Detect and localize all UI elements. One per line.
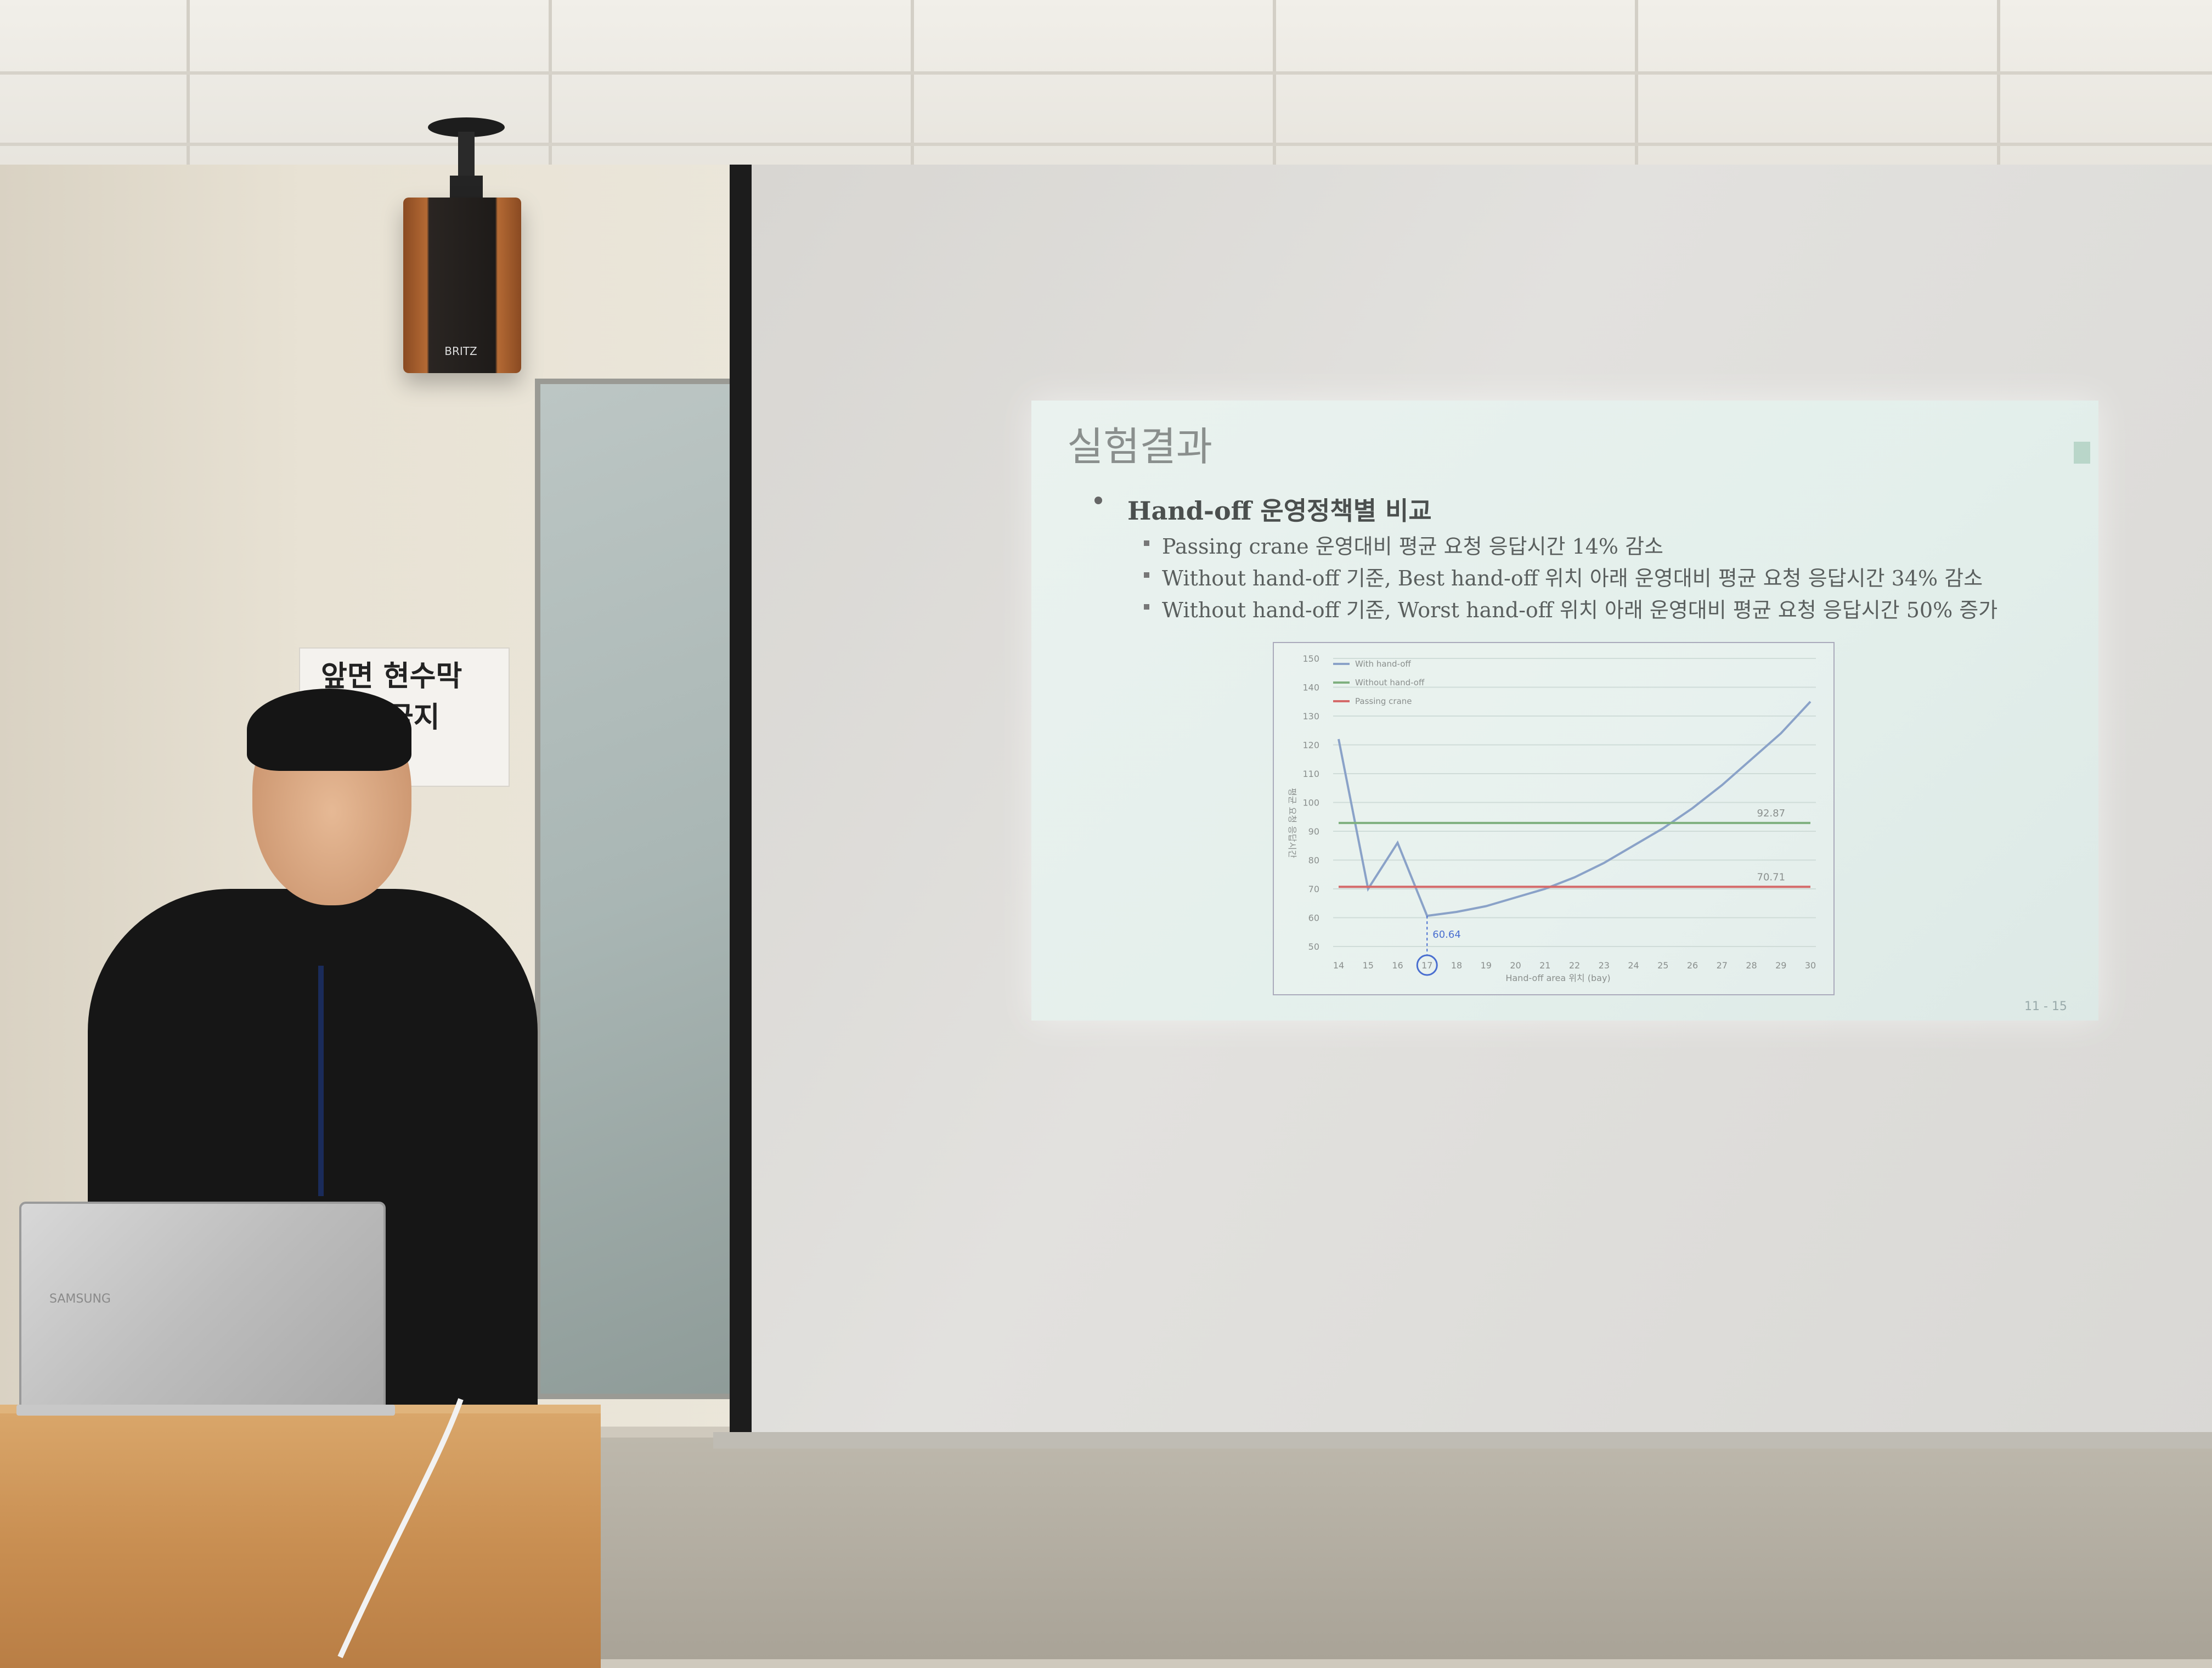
chart-x-axis-label: Hand-off area 위치 (bay)	[1505, 973, 1610, 983]
ceiling-tile-seam	[1273, 0, 1276, 225]
chart-x-tick-label: 16	[1392, 960, 1403, 971]
chart-x-tick-label: 23	[1599, 960, 1610, 971]
chart-y-tick-label: 100	[1302, 798, 1319, 808]
bullet-dot-icon	[1094, 497, 1102, 504]
chart-y-tick-label: 130	[1302, 711, 1319, 722]
presenter-hair	[247, 689, 411, 771]
chart-y-axis-label: 평균 요청 응답시간	[1287, 788, 1297, 858]
chart-x-tick-label: 27	[1717, 960, 1728, 971]
chart-legend-label: Without hand-off	[1355, 678, 1425, 688]
chart-y-tick-label: 110	[1302, 769, 1319, 779]
sub-bullet-square-icon	[1144, 540, 1149, 546]
speaker-mount	[428, 117, 505, 198]
laptop-brand-label: SAMSUNG	[49, 1292, 111, 1306]
chart-series	[1338, 701, 1812, 917]
chart-data-label: 92.87	[1757, 808, 1786, 819]
chart-y-tick-label: 70	[1308, 884, 1319, 894]
chart-y-ticks: 50 60 70 80 90 100 110 120 130 140 150	[1302, 653, 1319, 952]
chart-x-tick-label: 14	[1333, 960, 1344, 971]
chart-y-tick-label: 120	[1302, 740, 1319, 751]
chart-x-tick-label: 26	[1687, 960, 1698, 971]
chart-series-line	[1338, 701, 1812, 917]
chart-annotations: 92.87 70.71 60.64	[1416, 808, 1786, 976]
wooden-podium	[0, 1405, 601, 1668]
chart-x-tick-label: 22	[1569, 960, 1580, 971]
chart-y-tick-label: 150	[1302, 653, 1319, 664]
charging-cable	[337, 1398, 464, 1659]
lower-wall	[576, 1438, 2212, 1659]
wall-sign-line-1: 앞면 현수막	[321, 660, 462, 693]
chart-x-tick-label: 20	[1510, 960, 1521, 971]
laptop-base	[16, 1405, 395, 1416]
slide-sub-bullet: Without hand-off 기준, Worst hand-off 위치 아…	[1162, 598, 1998, 622]
ceiling-tile-seam	[1997, 0, 2000, 225]
chart-x-tick-label: 28	[1746, 960, 1757, 971]
laptop-lid	[19, 1202, 386, 1415]
chart-x-tick-label: 17	[1421, 960, 1432, 971]
chart-x-tick-label: 29	[1775, 960, 1786, 971]
chart-x-ticks: 14 15 16 17 18 19 20 21 22 23 24 25 26 27 28 29 30	[1333, 960, 1816, 971]
chart-data-label: 70.71	[1757, 871, 1786, 883]
chart-x-tick-label: 19	[1481, 960, 1492, 971]
chart-legend-label: With hand-off	[1355, 659, 1411, 669]
chart-x-tick-label: 30	[1805, 960, 1816, 971]
slide-sub-bullet: Passing crane 운영대비 평균 요청 응답시간 14% 감소	[1162, 534, 1663, 559]
chart-y-tick-label: 80	[1308, 855, 1319, 866]
sub-bullet-square-icon	[1144, 572, 1149, 578]
slide-bullet-main: Hand-off 운영정책별 비교	[1127, 496, 1432, 526]
chart-y-tick-label: 140	[1302, 683, 1319, 693]
chart-x-tick-label: 24	[1628, 960, 1639, 971]
chart-y-tick-label: 50	[1308, 942, 1319, 952]
chart-legend: With hand-off Without hand-off Passing cra…	[1333, 659, 1425, 706]
ceiling-tile-seam	[549, 0, 552, 225]
wall-speaker	[403, 198, 521, 373]
ceiling-tile-seam	[0, 71, 2212, 75]
ceiling-tile-seam	[1635, 0, 1638, 225]
chart-x-tick-label: 18	[1451, 960, 1462, 971]
sub-bullet-square-icon	[1144, 604, 1149, 610]
speaker-brand-label: BRITZ	[444, 345, 477, 358]
ceiling-tile-seam	[187, 0, 190, 225]
slide-sub-bullet: Without hand-off 기준, Best hand-off 위치 아래…	[1162, 566, 1983, 590]
chart-legend-label: Passing crane	[1355, 696, 1412, 706]
chart-frame	[1273, 642, 1835, 995]
slide-corner-accent	[2074, 442, 2090, 464]
chart-y-tick-label: 90	[1308, 826, 1319, 837]
ceiling-tile-seam	[0, 143, 2212, 146]
chart-x-tick-label: 21	[1539, 960, 1550, 971]
chart-data-label: 60.64	[1432, 929, 1461, 940]
slide-page-number: 11 - 15	[2024, 1000, 2067, 1013]
ceiling-tile-seam	[911, 0, 914, 225]
screen-bottom-bar	[713, 1432, 2212, 1449]
presenter-lanyard	[318, 966, 324, 1196]
slide-title: 실험결과	[1067, 424, 1212, 470]
chart-x-tick-label: 15	[1363, 960, 1374, 971]
chart-x-tick-label: 25	[1657, 960, 1668, 971]
chart-y-tick-label: 60	[1308, 913, 1319, 923]
